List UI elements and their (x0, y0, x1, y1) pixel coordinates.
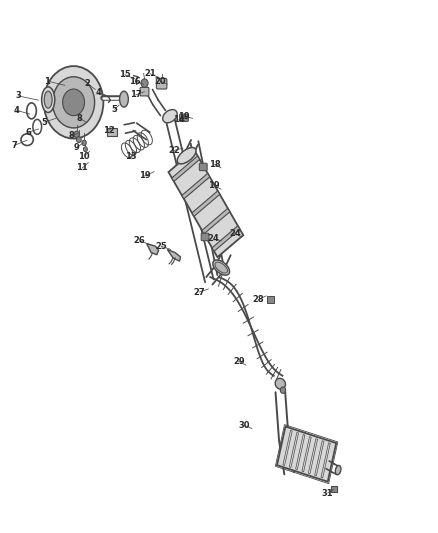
Text: 30: 30 (239, 421, 250, 430)
Text: 24: 24 (230, 229, 241, 238)
Circle shape (76, 137, 81, 142)
Text: 10: 10 (78, 152, 90, 160)
Polygon shape (167, 249, 180, 261)
Text: 19: 19 (139, 172, 150, 180)
Text: 19: 19 (178, 112, 190, 120)
Text: 18: 18 (209, 160, 220, 168)
Circle shape (280, 387, 286, 393)
Text: 12: 12 (103, 126, 114, 134)
Ellipse shape (44, 91, 52, 108)
Ellipse shape (275, 378, 286, 389)
Ellipse shape (213, 260, 230, 275)
Circle shape (74, 131, 79, 138)
Text: 3: 3 (15, 92, 21, 100)
Text: 6: 6 (25, 128, 32, 136)
Polygon shape (182, 173, 210, 199)
Text: 29: 29 (233, 357, 244, 366)
Text: 21: 21 (144, 69, 155, 78)
Text: 5: 5 (42, 118, 48, 126)
Text: 25: 25 (155, 242, 167, 251)
FancyBboxPatch shape (201, 233, 209, 241)
Ellipse shape (336, 465, 341, 475)
Text: 31: 31 (322, 489, 333, 497)
Text: 9: 9 (74, 143, 80, 152)
Text: 26: 26 (134, 237, 145, 245)
Polygon shape (277, 426, 336, 482)
Ellipse shape (120, 91, 128, 107)
Text: 22: 22 (169, 146, 180, 155)
Text: 8: 8 (77, 114, 83, 123)
Text: 5: 5 (112, 105, 118, 114)
Text: 24: 24 (208, 235, 219, 243)
Text: 16: 16 (129, 77, 141, 85)
FancyBboxPatch shape (140, 87, 149, 96)
Text: 1: 1 (44, 77, 50, 85)
Text: 28: 28 (253, 295, 264, 304)
Text: 7: 7 (11, 141, 17, 150)
Polygon shape (169, 150, 243, 257)
Ellipse shape (177, 148, 196, 164)
Polygon shape (107, 128, 117, 136)
Polygon shape (147, 244, 159, 255)
Ellipse shape (215, 262, 227, 273)
Circle shape (83, 147, 87, 152)
Circle shape (63, 89, 85, 116)
Polygon shape (202, 208, 230, 234)
Circle shape (82, 140, 86, 146)
Text: 11: 11 (77, 164, 88, 172)
Text: 17: 17 (130, 91, 141, 99)
Circle shape (53, 77, 95, 128)
Ellipse shape (42, 87, 55, 112)
Polygon shape (212, 226, 240, 251)
Ellipse shape (162, 110, 177, 123)
Polygon shape (267, 296, 274, 303)
Polygon shape (192, 191, 220, 216)
Text: 2: 2 (85, 79, 91, 88)
Text: 19: 19 (208, 181, 219, 190)
Text: 15: 15 (119, 70, 131, 79)
Text: 27: 27 (194, 288, 205, 296)
FancyBboxPatch shape (180, 114, 188, 122)
Text: 14: 14 (173, 116, 184, 124)
Circle shape (141, 79, 148, 87)
Polygon shape (331, 486, 337, 492)
Text: 4: 4 (95, 88, 102, 97)
Text: 4: 4 (14, 106, 20, 115)
Polygon shape (172, 156, 200, 181)
Text: 13: 13 (125, 152, 136, 161)
FancyBboxPatch shape (199, 163, 207, 171)
Circle shape (44, 66, 103, 139)
Text: 8: 8 (68, 132, 74, 140)
Text: 20: 20 (154, 77, 166, 85)
FancyBboxPatch shape (156, 78, 167, 89)
